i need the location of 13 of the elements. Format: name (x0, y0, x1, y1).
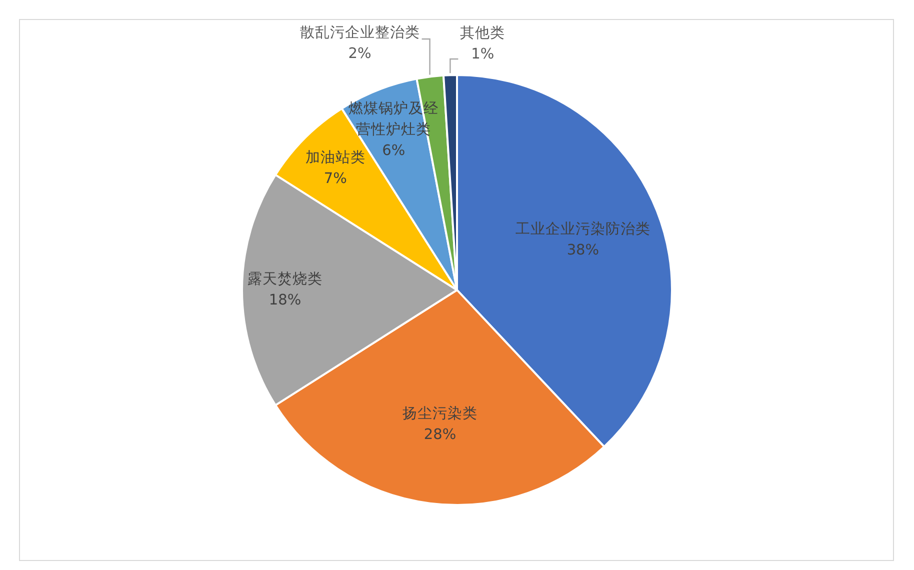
slice-label: 加油站类 (305, 148, 366, 166)
data-label: 18% (268, 292, 302, 308)
data-label: 6% (382, 143, 406, 160)
data-label: 7% (324, 170, 347, 187)
slice-label: 其他类 (460, 24, 506, 42)
data-label: 38% (566, 242, 600, 259)
data-label: 1% (471, 46, 494, 62)
data-label: 2% (348, 46, 372, 62)
slice-label: 扬尘污染类 (402, 404, 478, 422)
slice-label: 散乱污企业整治类 (300, 24, 420, 41)
slice-label: 露天焚烧类 (248, 270, 322, 288)
data-label: 28% (424, 426, 456, 443)
slice-label: 工业企业污染防治类 (515, 220, 650, 238)
